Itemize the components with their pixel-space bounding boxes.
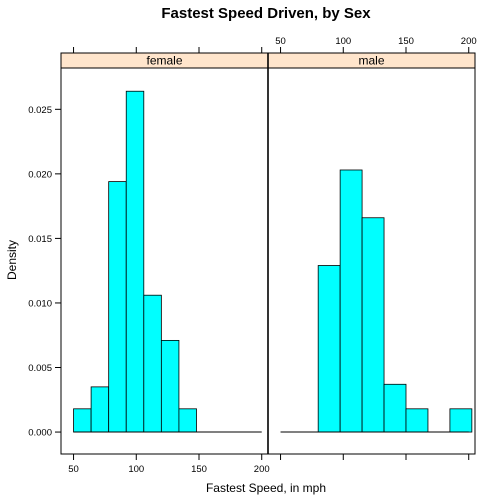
histogram-bar xyxy=(126,91,144,432)
histogram-bar xyxy=(340,170,362,432)
x-tick-label: 200 xyxy=(461,36,477,47)
chart-title: Fastest Speed Driven, by Sex xyxy=(161,5,371,22)
strip-label-female: female xyxy=(146,54,182,68)
x-tick-label: 200 xyxy=(254,464,270,475)
histogram-bar xyxy=(74,409,92,432)
histogram-bar xyxy=(144,295,162,432)
histogram-bar xyxy=(318,266,340,433)
bars-female xyxy=(74,91,197,432)
histogram-bar xyxy=(179,409,197,432)
x-tick-label: 100 xyxy=(335,36,351,47)
bars-male xyxy=(318,170,472,432)
y-axis-label: Density xyxy=(5,240,19,280)
histogram-bar xyxy=(406,409,428,432)
histogram-bar xyxy=(384,384,406,432)
histogram-bar xyxy=(450,409,472,432)
panel-female: female 50 100 150 200 xyxy=(61,47,270,475)
y-tick-label: 0.020 xyxy=(28,169,52,180)
y-tick-label: 0.010 xyxy=(28,298,52,309)
y-tick-label: 0.005 xyxy=(28,363,52,374)
histogram-bar xyxy=(362,218,384,432)
panel-male: male 50 100 150 200 xyxy=(268,36,477,460)
x-tick-label: 150 xyxy=(191,464,207,475)
x-axis-label: Fastest Speed, in mph xyxy=(206,481,326,495)
histogram-bar xyxy=(109,182,127,432)
x-tick-label: 50 xyxy=(275,36,286,47)
y-tick-label: 0.000 xyxy=(28,428,52,439)
y-axis: 0.000 0.005 0.010 0.015 0.020 0.025 xyxy=(28,105,61,439)
x-tick-label: 100 xyxy=(128,464,144,475)
strip-label-male: male xyxy=(358,54,384,68)
x-tick-label: 50 xyxy=(68,464,79,475)
y-tick-label: 0.025 xyxy=(28,105,52,116)
histogram-bar xyxy=(161,340,179,432)
histogram-bar xyxy=(91,387,109,432)
x-tick-label: 150 xyxy=(398,36,414,47)
y-tick-label: 0.015 xyxy=(28,234,52,245)
